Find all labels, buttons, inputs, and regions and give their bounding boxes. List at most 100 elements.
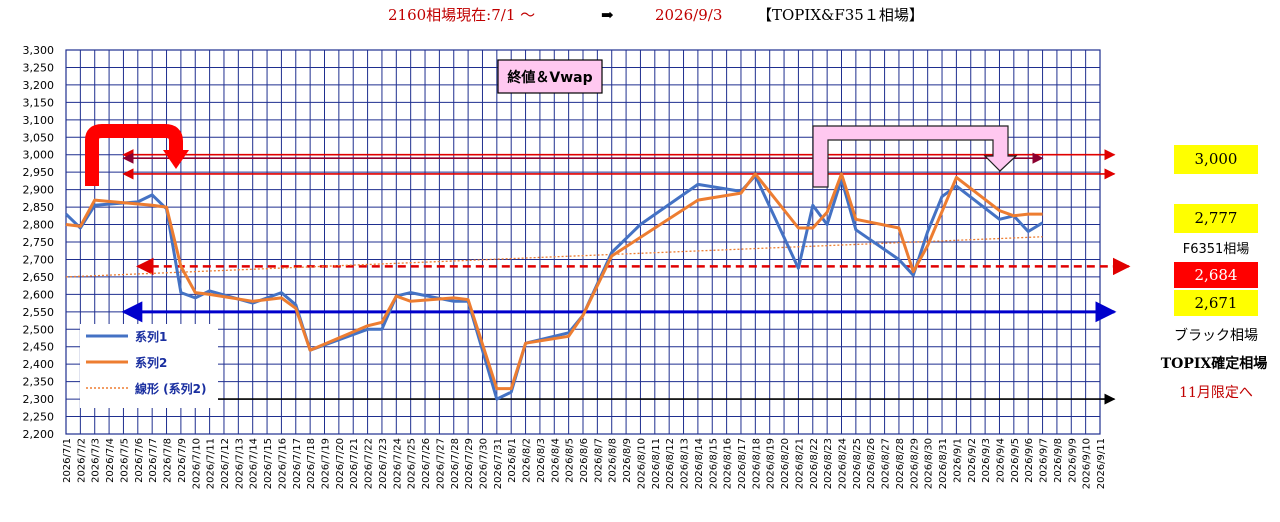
- pink-bracket-icon: [812, 125, 1018, 188]
- x-tick-label: 2026/9/1: [952, 438, 963, 483]
- x-tick-label: 2026/7/26: [421, 438, 432, 489]
- grid: [65, 49, 1101, 435]
- x-tick-label: 2026/8/19: [766, 438, 777, 489]
- y-tick-label: 2,400: [23, 358, 55, 371]
- header-part3: 【TOPIX&F35１相場】: [757, 6, 924, 24]
- y-tick-label: 2,300: [23, 393, 55, 406]
- y-tick-label: 2,250: [23, 411, 55, 424]
- x-tick-label: 2026/8/15: [708, 438, 719, 489]
- header-part1: 2160相場現在:7/1 ～: [388, 6, 535, 24]
- x-tick-label: 2026/7/31: [493, 438, 504, 489]
- x-tick-label: 2026/9/8: [1053, 438, 1064, 483]
- x-tick-label: 2026/7/9: [177, 438, 188, 483]
- topix-label: TOPIX確定相場: [1160, 356, 1268, 372]
- box-2777: 2,777: [1174, 204, 1258, 233]
- y-tick-label: 3,250: [23, 61, 55, 74]
- x-tick-label: 2026/7/13: [234, 438, 245, 489]
- y-tick-label: 2,600: [23, 288, 55, 301]
- series-lines: [64, 172, 1044, 401]
- black-market-label: ブラック相場: [1174, 328, 1258, 344]
- x-tick-label: 2026/8/2: [522, 438, 533, 483]
- x-tick-label: 2026/7/17: [292, 438, 303, 489]
- x-tick-label: 2026/9/9: [1067, 438, 1078, 483]
- y-tick-label: 2,900: [23, 184, 55, 197]
- x-tick-label: 2026/9/6: [1024, 438, 1035, 483]
- x-tick-label: 2026/7/25: [407, 438, 418, 489]
- x-tick-label: 2026/8/7: [593, 438, 604, 483]
- y-tick-label: 2,650: [23, 271, 55, 284]
- annotation-box: [497, 59, 603, 94]
- y-tick-label: 2,750: [23, 236, 55, 249]
- x-tick-label: 2026/9/2: [967, 438, 978, 483]
- y-tick-label: 3,200: [23, 79, 55, 92]
- x-tick-label: 2026/7/1: [62, 438, 73, 483]
- x-tick-label: 2026/8/11: [651, 438, 662, 489]
- y-tick-label: 3,150: [23, 96, 55, 109]
- y-tick-label: 2,850: [23, 201, 55, 214]
- x-tick-label: 2026/7/21: [349, 438, 360, 489]
- x-tick-label: 2026/8/13: [680, 438, 691, 489]
- x-tick-label: 2026/7/5: [119, 438, 130, 483]
- x-tick-label: 2026/8/26: [866, 438, 877, 489]
- y-tick-label: 2,450: [23, 341, 55, 354]
- box-2671: 2,671: [1174, 290, 1258, 316]
- x-tick-label: 2026/8/14: [694, 438, 705, 489]
- y-tick-label: 3,300: [23, 44, 55, 57]
- x-tick-label: 2026/8/30: [924, 438, 935, 489]
- x-tick-label: 2026/8/16: [723, 438, 734, 489]
- level-lines: [121, 149, 1131, 405]
- legend-trend-label: 線形 (系列2): [135, 381, 207, 396]
- x-tick-label: 2026/7/10: [191, 438, 202, 489]
- y-tick-label: 2,950: [23, 166, 55, 179]
- x-tick-label: 2026/9/5: [1010, 438, 1021, 483]
- x-axis-ticks: 2026/7/1 2026/7/2 2026/7/3 2026/7/4 2026/7/5…: [62, 438, 1107, 489]
- header-arrow: ➡: [601, 6, 614, 24]
- x-tick-label: 2026/7/22: [364, 438, 375, 489]
- x-tick-label: 2026/8/20: [780, 438, 791, 489]
- x-tick-label: 2026/8/3: [536, 438, 547, 483]
- x-tick-label: 2026/7/20: [335, 438, 346, 489]
- x-tick-label: 2026/8/18: [751, 438, 762, 489]
- annotation-label: 終値＆Vwap: [507, 69, 592, 86]
- x-tick-label: 2026/7/14: [249, 438, 260, 489]
- x-tick-label: 2026/8/27: [881, 438, 892, 489]
- series-line-2: [65, 172, 1043, 391]
- legend-series2-label: 系列2: [135, 355, 167, 370]
- x-tick-label: 2026/8/17: [737, 438, 748, 489]
- x-tick-label: 2026/7/7: [148, 438, 159, 483]
- x-tick-label: 2026/7/2: [76, 438, 87, 483]
- x-tick-label: 2026/8/21: [794, 438, 805, 489]
- x-tick-label: 2026/7/27: [435, 438, 446, 489]
- x-tick-label: 2026/7/19: [321, 438, 332, 489]
- x-tick-label: 2026/7/3: [91, 438, 102, 483]
- x-tick-label: 2026/7/4: [105, 438, 116, 483]
- y-tick-label: 3,100: [23, 114, 55, 127]
- x-tick-label: 2026/9/10: [1082, 438, 1093, 489]
- x-tick-label: 2026/7/18: [306, 438, 317, 489]
- x-tick-label: 2026/7/12: [220, 438, 231, 489]
- x-tick-label: 2026/8/10: [636, 438, 647, 489]
- box-2684: 2,684: [1174, 262, 1258, 288]
- x-tick-label: 2026/8/31: [938, 438, 949, 489]
- x-tick-label: 2026/7/30: [478, 438, 489, 489]
- x-tick-label: 2026/8/12: [665, 438, 676, 489]
- x-tick-label: 2026/9/11: [1096, 438, 1107, 489]
- y-tick-label: 3,000: [23, 149, 55, 162]
- x-tick-label: 2026/9/7: [1039, 438, 1050, 483]
- x-tick-label: 2026/7/16: [277, 438, 288, 489]
- x-tick-label: 2026/8/23: [823, 438, 834, 489]
- trendline: [65, 236, 1043, 278]
- x-tick-label: 2026/7/24: [392, 438, 403, 489]
- x-tick-label: 2026/7/15: [263, 438, 274, 489]
- legend: 系列1 系列2 線形 (系列2): [80, 324, 218, 408]
- x-tick-label: 2026/8/29: [909, 438, 920, 489]
- x-tick-label: 2026/8/4: [550, 438, 561, 483]
- f6351-label: F6351相場: [1182, 242, 1250, 257]
- red-curved-arrow-icon: [85, 124, 183, 186]
- y-tick-label: 2,800: [23, 219, 55, 232]
- x-tick-label: 2026/9/3: [981, 438, 992, 483]
- y-axis-ticks: 2,200 2,250 2,300 2,350 2,400 2,450 2,500 2,550…: [23, 44, 55, 441]
- y-tick-label: 2,550: [23, 306, 55, 319]
- x-tick-label: 2026/8/24: [838, 438, 849, 489]
- x-tick-label: 2026/7/6: [134, 438, 145, 483]
